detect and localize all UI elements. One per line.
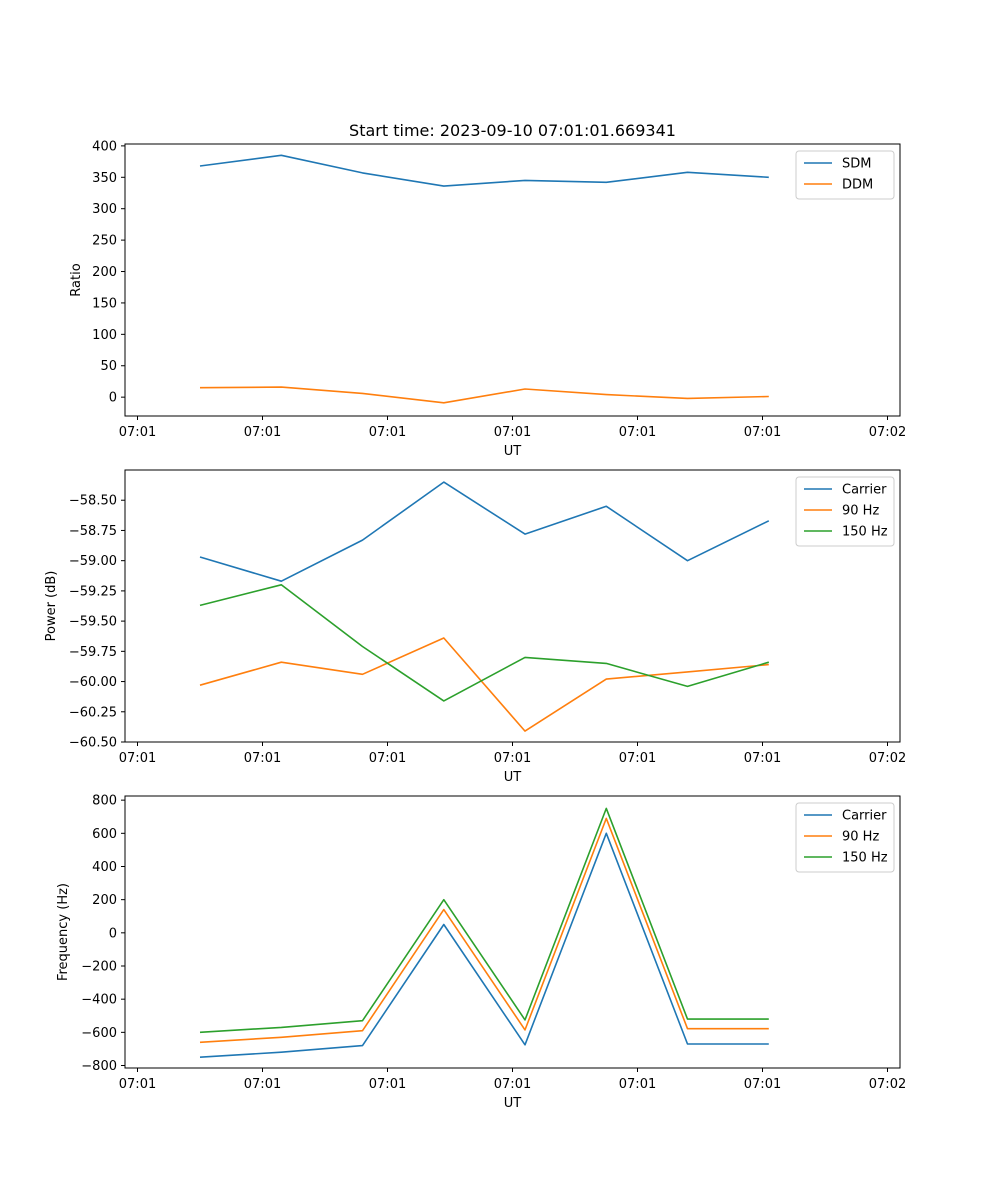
frequency-y-tick-label: 0 [109, 926, 117, 941]
power-x-tick-label: 07:01 [494, 751, 531, 766]
power-panel: 07:01 07:01 07:01 07:01 07:01 07:01 07:02 −60.5… [44, 469, 906, 785]
power-x-tick-label: 07:01 [119, 751, 156, 766]
ratio-legend-label: DDM [842, 178, 873, 193]
frequency-x-tick-label: 07:01 [119, 1077, 156, 1092]
frequency-legend [795, 802, 895, 873]
power-y-tick-label: −59.50 [69, 615, 117, 630]
power-x-axis-label: UT [504, 770, 522, 785]
power-x-tick-label: 07:01 [244, 751, 281, 766]
ratio-series-sdm [199, 154, 769, 187]
power-y-tick-label: −60.50 [69, 736, 117, 751]
frequency-x-tick-label: 07:02 [869, 1077, 906, 1092]
power-y-tick-label: −59.75 [69, 645, 117, 660]
ratio-y-tick-label: 100 [92, 328, 117, 343]
frequency-y-axis-label: Frequency (Hz) [56, 883, 71, 981]
ratio-y-tick-label: 200 [92, 265, 117, 280]
power-y-tick-label: −60.00 [69, 675, 117, 690]
ratio-y-tick-label: 250 [92, 234, 117, 249]
ratio-x-axis-label: UT [504, 444, 522, 459]
ratio-x-tick-label: 07:01 [619, 425, 656, 440]
frequency-legend-label: 150 Hz [842, 851, 888, 866]
ratio-x-tick-label: 07:01 [494, 425, 531, 440]
frequency-series-150-hz [199, 807, 769, 1034]
power-legend [795, 476, 895, 547]
ratio-x-tick-label: 07:02 [869, 425, 906, 440]
ratio-series-ddm [199, 386, 769, 404]
power-series-90-hz [199, 637, 769, 732]
frequency-panel: 07:01 07:01 07:01 07:01 07:01 07:01 07:02 −800 −… [56, 794, 906, 1111]
frequency-x-tick-label: 07:01 [744, 1077, 781, 1092]
frequency-x-tick-label: 07:01 [494, 1077, 531, 1092]
power-y-axis-label: Power (dB) [44, 571, 59, 642]
ratio-y-tick-label: 0 [109, 391, 117, 406]
ratio-y-tick-label: 350 [92, 171, 117, 186]
frequency-series-carrier [199, 832, 769, 1058]
frequency-y-tick-label: −800 [81, 1059, 117, 1074]
frequency-x-axis-label: UT [504, 1096, 522, 1111]
power-y-tick-label: −59.25 [69, 584, 117, 599]
frequency-y-tick-label: −400 [81, 993, 117, 1008]
power-y-tick-label: −58.50 [69, 494, 117, 509]
frequency-x-tick-label: 07:01 [619, 1077, 656, 1092]
ratio-panel: 07:01 07:01 07:01 07:01 07:01 07:01 07:02 0 50 10… [69, 139, 906, 459]
power-x-tick-label: 07:02 [869, 751, 906, 766]
frequency-y-tick-label: 800 [92, 794, 117, 809]
power-legend-label: 150 Hz [842, 525, 888, 540]
power-x-tick-label: 07:01 [744, 751, 781, 766]
frequency-legend-label: Carrier [842, 809, 887, 824]
ratio-legend-label: SDM [842, 157, 871, 172]
power-x-tick-label: 07:01 [369, 751, 406, 766]
ratio-x-tick-label: 07:01 [244, 425, 281, 440]
power-legend-label: 90 Hz [842, 504, 879, 519]
frequency-series-90-hz [199, 817, 769, 1044]
frequency-y-tick-label: 200 [92, 893, 117, 908]
frequency-y-tick-label: −600 [81, 1026, 117, 1041]
chart-title: Start time: 2023-09-10 07:01:01.669341 [349, 121, 676, 140]
frequency-y-tick-label: −200 [81, 960, 117, 975]
power-y-tick-label: −58.75 [69, 524, 117, 539]
ratio-y-tick-label: 150 [92, 296, 117, 311]
power-legend-label: Carrier [842, 483, 887, 498]
power-series-carrier [199, 481, 770, 583]
power-series-150-hz [199, 583, 770, 702]
power-y-tick-label: −60.25 [69, 705, 117, 720]
ratio-x-tick-label: 07:01 [369, 425, 406, 440]
frequency-x-tick-label: 07:01 [244, 1077, 281, 1092]
ratio-y-tick-label: 400 [92, 139, 117, 154]
frequency-y-tick-label: 600 [92, 827, 117, 842]
ratio-y-axis-label: Ratio [69, 263, 84, 296]
power-y-tick-label: −59.00 [69, 554, 117, 569]
ratio-y-tick-label: 300 [92, 202, 117, 217]
frequency-legend-label: 90 Hz [842, 830, 879, 845]
ratio-x-tick-label: 07:01 [744, 425, 781, 440]
ratio-y-tick-label: 50 [100, 359, 117, 374]
frequency-y-tick-label: 400 [92, 860, 117, 875]
power-x-tick-label: 07:01 [619, 751, 656, 766]
frequency-x-tick-label: 07:01 [369, 1077, 406, 1092]
ratio-x-tick-label: 07:01 [119, 425, 156, 440]
